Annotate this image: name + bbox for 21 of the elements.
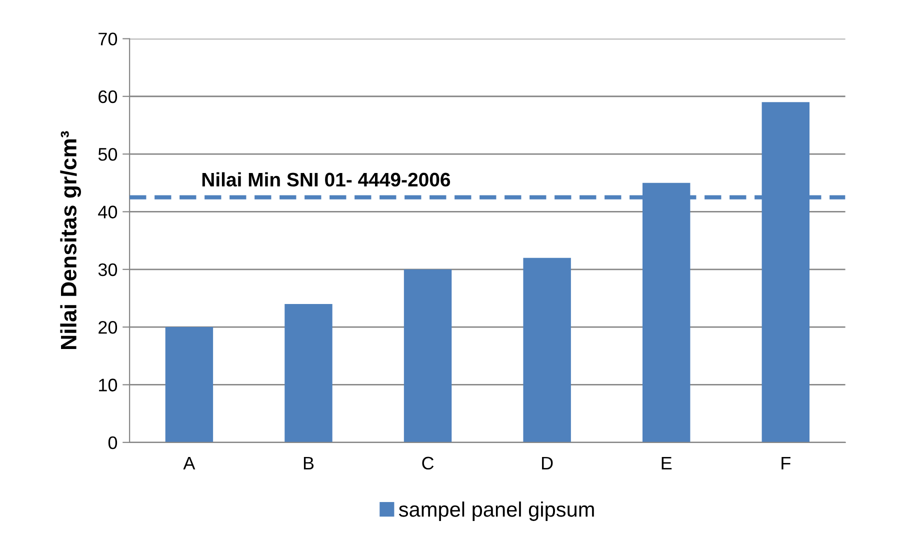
x-tick-label: B [304, 456, 314, 470]
y-tick-label: 10 [99, 378, 118, 392]
y-tick-label: 70 [98, 32, 118, 46]
bar [284, 304, 332, 442]
bar [523, 258, 571, 442]
y-tick-label: 30 [98, 263, 118, 276]
y-tick-label: 60 [98, 90, 118, 104]
y-axis-title: Nilai Densitas gr/cm³ [60, 131, 82, 349]
y-tick-label: 20 [98, 320, 118, 334]
legend-label: sampel panel gipsum [398, 502, 594, 521]
y-tick-label: 40 [98, 206, 118, 218]
y-tick-label: 50 [98, 148, 118, 161]
y-tick-label: 0 [108, 436, 118, 450]
x-tick-label: D [542, 456, 553, 470]
x-tick-label: A [183, 456, 196, 470]
bar [404, 269, 452, 442]
x-tick-label: E [662, 456, 672, 470]
x-tick-label: F [782, 456, 790, 470]
x-tick-label: C [422, 456, 434, 470]
bar [165, 327, 214, 442]
ref-line-label: Nilai Min SNI 01- 4449-2006 [202, 172, 450, 187]
